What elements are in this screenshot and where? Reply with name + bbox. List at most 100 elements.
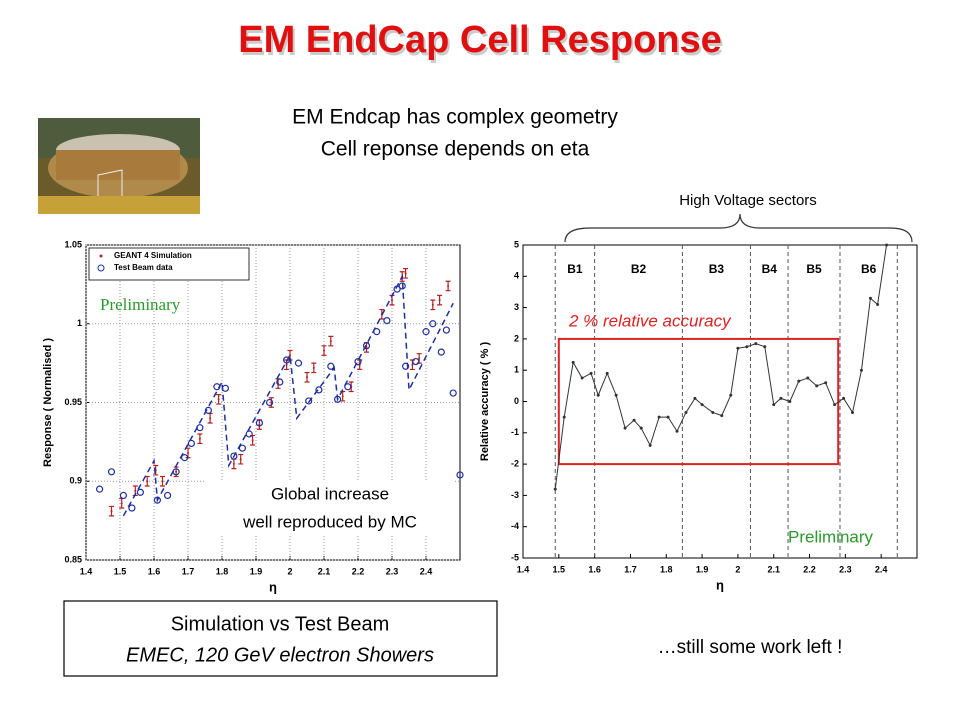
data-point	[404, 272, 407, 275]
data-point	[623, 426, 627, 430]
data-point	[711, 410, 715, 414]
data-point	[693, 396, 697, 400]
y-tick-label: 2	[514, 333, 519, 343]
data-point	[788, 400, 792, 403]
data-point	[632, 418, 636, 422]
data-point	[833, 403, 837, 407]
sector-label: B1	[567, 262, 583, 276]
sector-label: B2	[631, 262, 647, 276]
y-tick-label: 5	[514, 239, 519, 249]
y-tick-label: -5	[511, 552, 519, 562]
data-point	[181, 454, 189, 462]
data-point	[553, 487, 557, 491]
data-point	[383, 317, 391, 325]
legend-marker	[97, 264, 105, 272]
data-point	[294, 359, 303, 367]
y-tick-label: 0.9	[69, 476, 82, 486]
footer-note: …still some work left !	[658, 637, 843, 658]
x-tick-label: 2.3	[839, 564, 852, 574]
x-tick-label: 1.8	[660, 564, 673, 574]
y-tick-label: 1	[77, 318, 82, 328]
data-point	[418, 357, 421, 360]
x-tick-label: 2.2	[803, 564, 816, 574]
data-point	[119, 491, 128, 500]
x-tick-label: 1.7	[182, 566, 195, 576]
data-point	[720, 414, 724, 418]
data-point	[806, 376, 810, 380]
x-tick-label: 2.4	[420, 566, 433, 576]
data-point	[134, 489, 137, 492]
series-line	[122, 273, 454, 517]
data-point	[315, 386, 323, 394]
data-point	[815, 384, 819, 388]
sector-label: B3	[709, 262, 725, 276]
x-tick-label: 2	[287, 566, 292, 576]
data-point	[136, 488, 144, 496]
data-point	[429, 320, 437, 328]
data-point	[164, 491, 172, 500]
data-point	[276, 378, 284, 386]
y-tick-label: -3	[511, 490, 519, 500]
caption-line: EMEC, 120 GeV electron Showers	[126, 644, 434, 666]
data-point	[700, 403, 704, 407]
data-point	[128, 504, 136, 512]
data-point	[639, 426, 643, 430]
data-point	[851, 410, 855, 414]
preliminary-note: Preliminary	[788, 527, 874, 546]
data-point	[589, 371, 593, 375]
data-point	[341, 395, 344, 398]
data-point	[209, 417, 212, 420]
data-point	[251, 439, 254, 442]
data-point	[422, 328, 430, 336]
data-point	[859, 368, 863, 372]
y-tick-label: 0.85	[64, 554, 82, 564]
data-point	[312, 366, 315, 369]
sector-label: B4	[762, 262, 778, 276]
title: EM EndCap Cell Response	[238, 19, 722, 61]
data-point	[110, 510, 113, 513]
y-tick-label: 1.05	[64, 239, 82, 249]
x-tick-label: 1.7	[624, 564, 637, 574]
y-tick-label: -2	[511, 458, 519, 468]
data-point	[657, 415, 661, 419]
data-point	[306, 376, 308, 379]
data-point	[362, 342, 371, 350]
data-point	[745, 345, 749, 349]
data-point	[95, 485, 104, 493]
data-point	[648, 443, 652, 447]
intro-line: Cell reponse depends on eta	[321, 138, 590, 161]
accuracy-note: 2 % relative accuracy	[568, 311, 732, 330]
data-point	[729, 393, 733, 397]
hv-brace	[564, 213, 913, 243]
x-tick-label: 1.4	[517, 564, 530, 574]
data-point	[391, 299, 393, 302]
data-point	[217, 398, 220, 401]
data-point	[230, 452, 238, 460]
data-point	[187, 451, 189, 454]
caption-line: Simulation vs Test Beam	[171, 613, 390, 635]
comment-line: Global increase	[271, 484, 389, 503]
data-point	[120, 502, 123, 505]
data-point	[447, 284, 450, 287]
data-point	[239, 458, 242, 461]
data-point	[344, 383, 352, 391]
plot-area	[522, 244, 918, 559]
x-tick-label: 1.6	[148, 566, 161, 576]
x-tick-label: 1.4	[80, 566, 93, 576]
x-tick-label: 1.6	[588, 564, 601, 574]
y-tick-label: 3	[514, 302, 519, 312]
data-point	[842, 396, 846, 400]
data-point	[266, 398, 274, 407]
data-point	[107, 468, 116, 476]
comment-line: well reproduced by MC	[242, 512, 417, 531]
data-point	[571, 360, 575, 364]
data-point	[442, 326, 450, 334]
y-axis-label: Relative accuracy ( % )	[479, 342, 491, 462]
data-point	[238, 444, 246, 452]
x-axis-label: η	[269, 579, 277, 594]
data-point	[596, 393, 600, 397]
data-point	[868, 296, 872, 300]
legend-box	[88, 247, 250, 281]
data-point	[285, 363, 288, 366]
